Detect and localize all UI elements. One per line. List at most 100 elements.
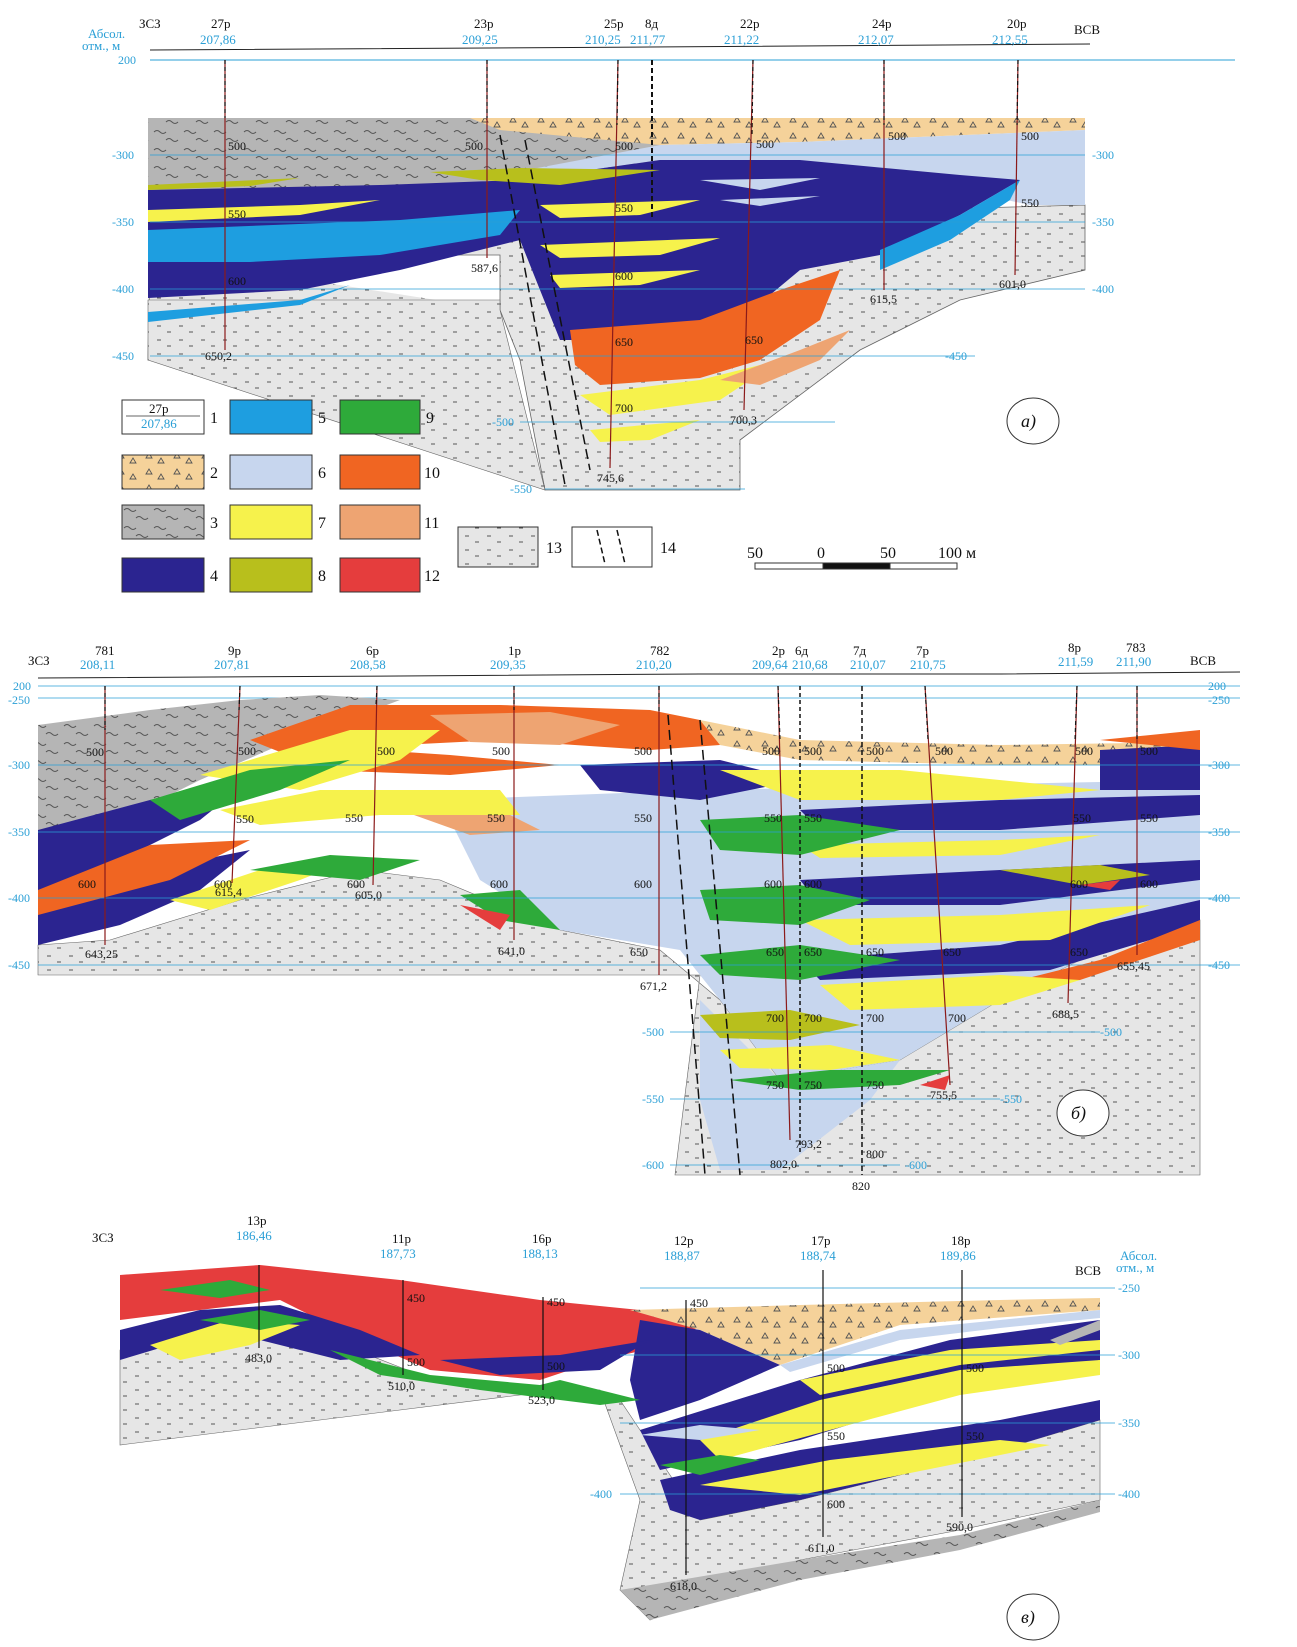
panel-c-axis-title-1: Абсол.	[1120, 1248, 1157, 1263]
well-1r-elev: 209,35	[490, 657, 526, 672]
depth-mark: 600	[1140, 877, 1158, 891]
panel-c-level-lines	[620, 1287, 1115, 1495]
depth-mark: 600	[490, 877, 508, 891]
panel-b-layer7-d	[720, 770, 1100, 800]
well-6r-name: 6р	[366, 643, 379, 658]
panel-a-layer7-e	[580, 360, 780, 415]
depth-mark: 500	[1140, 744, 1158, 758]
well-12r: 12р 188,87 618,0	[664, 1233, 700, 1593]
well-1r-bottom: 641,0	[498, 944, 525, 958]
well-8r-bottom: 688,5	[1052, 1007, 1079, 1021]
legend-num-2: 2	[210, 465, 218, 482]
panel-c-layer7-d	[800, 1340, 1100, 1395]
panel-c-layer3-streak	[1050, 1320, 1100, 1345]
well-16r-elev: 188,13	[522, 1246, 558, 1261]
well-782-name: 782	[650, 643, 670, 658]
depth-mark: 550	[827, 1429, 845, 1443]
panel-b-section: ЗСЗ ВСВ	[8, 640, 1241, 1193]
well-18r-name: 18р	[951, 1233, 971, 1248]
well-17r-elev: 188,74	[800, 1248, 836, 1263]
panel-c-layer6-a	[780, 1310, 1100, 1372]
well-25r: 25р 210,25 745,6	[585, 16, 624, 485]
panel-b-layer7-b	[220, 790, 520, 825]
well-8d: 8д 211,77	[630, 16, 666, 220]
well-16r-name: 16р	[532, 1231, 552, 1246]
depth-mark: 800	[866, 1147, 884, 1161]
panel-c-layer6-b	[640, 1425, 760, 1440]
panel-b-level-400-right: -400	[1208, 891, 1230, 905]
legend-swatch-5	[229, 399, 313, 435]
panel-a-level-200-label: 200	[118, 53, 136, 67]
panel-c-wells: 13р 186,46 483,0 11р 187,73 510,0 16р 18…	[236, 1213, 976, 1593]
well-13r-name: 13р	[247, 1213, 267, 1228]
panel-c-dir-right: ВСВ	[1075, 1263, 1101, 1278]
panel-c-layer9-b	[200, 1310, 310, 1330]
panel-c-layer3	[620, 1500, 1100, 1620]
panel-a-level-lines	[150, 154, 1085, 490]
panel-b-level-250-left: -250	[8, 693, 30, 707]
well-9r-elev: 207,81	[214, 657, 250, 672]
well-13r-bottom: 483,0	[245, 1351, 272, 1365]
depth-mark: 450	[407, 1291, 425, 1305]
depth-mark: 500	[935, 744, 953, 758]
panel-c-dir-left: ЗСЗ	[92, 1230, 114, 1245]
panel-b-level-350-left: -350	[8, 825, 30, 839]
depth-mark: 550	[615, 201, 633, 215]
depth-mark: 500	[866, 744, 884, 758]
legend-num-9: 9	[426, 410, 434, 427]
panel-b-layer10-e	[1100, 730, 1200, 750]
depth-mark: 550	[1073, 811, 1091, 825]
legend-num-8: 8	[318, 568, 326, 585]
depth-mark: 750	[804, 1078, 822, 1092]
well-11r-elev: 187,73	[380, 1246, 416, 1261]
legend-num-12: 12	[424, 568, 440, 585]
panel-b-level-600-mid: -600	[642, 1158, 664, 1172]
legend-num-1: 1	[210, 410, 218, 427]
well-6r: 6р 208,58 605,0	[350, 643, 386, 902]
legend-swatch-1	[121, 399, 205, 435]
well-7r-elev: 210,75	[910, 657, 946, 672]
panel-b-layer8-b	[1000, 865, 1150, 885]
legend-swatch-4	[121, 557, 205, 593]
panel-a-level-550-mid: -550	[510, 482, 532, 496]
panel-b-level-300-right: -300	[1208, 758, 1230, 772]
panel-a-level-400-right: -400	[1092, 282, 1114, 296]
well-23r: 23р 209,25 587,6	[462, 16, 498, 275]
depth-mark: 550	[1140, 811, 1158, 825]
well-20r-elev: 212,55	[992, 32, 1028, 47]
well-12r-bottom: 618,0	[670, 1579, 697, 1593]
well-20r-name: 20р	[1007, 16, 1027, 31]
panel-b-level-450-right: -450	[1208, 958, 1230, 972]
panel-b-layer9-g	[460, 890, 560, 930]
panel-b-level-500-mid: -500	[642, 1025, 664, 1039]
depth-mark: 650	[630, 945, 648, 959]
panel-b-level-550-r: -550	[1000, 1092, 1022, 1106]
well-2r-elev: 209,64	[752, 657, 788, 672]
panel-b-level-600-r: -600	[905, 1158, 927, 1172]
well-9r-name: 9р	[228, 643, 241, 658]
panel-c-layer2	[630, 1298, 1100, 1365]
well-11r-bottom: 510,0	[388, 1379, 415, 1393]
panel-c-label: в)	[1021, 1607, 1035, 1628]
panel-a-layer8-a	[148, 178, 300, 190]
well-1r: 1р 209,35 641,0	[490, 643, 526, 958]
well-23r-name: 23р	[474, 16, 494, 31]
panel-b-level-550-mid: -550	[642, 1092, 664, 1106]
well-782-elev: 210,20	[636, 657, 672, 672]
legend-num-14: 14	[660, 540, 676, 557]
depth-mark: 500	[465, 139, 483, 153]
depth-mark: 500	[547, 1359, 565, 1373]
panel-a-layer6-lens2	[720, 196, 820, 206]
depth-mark: 450	[547, 1295, 565, 1309]
panel-b-layer4-g	[1100, 745, 1200, 790]
legend-swatch-2	[121, 454, 205, 490]
panel-b-level-200-left: 200	[13, 679, 31, 693]
legend-swatch-11	[339, 504, 421, 540]
panel-b-level-450-left: -450	[8, 958, 30, 972]
well-781-name: 781	[95, 643, 115, 658]
well-6d: 6д 210,68 802,0	[770, 643, 828, 1171]
well-783: 783 211,90 655,45	[1116, 640, 1151, 973]
depth-mark: 700	[948, 1011, 966, 1025]
well-783-name: 783	[1126, 640, 1146, 655]
